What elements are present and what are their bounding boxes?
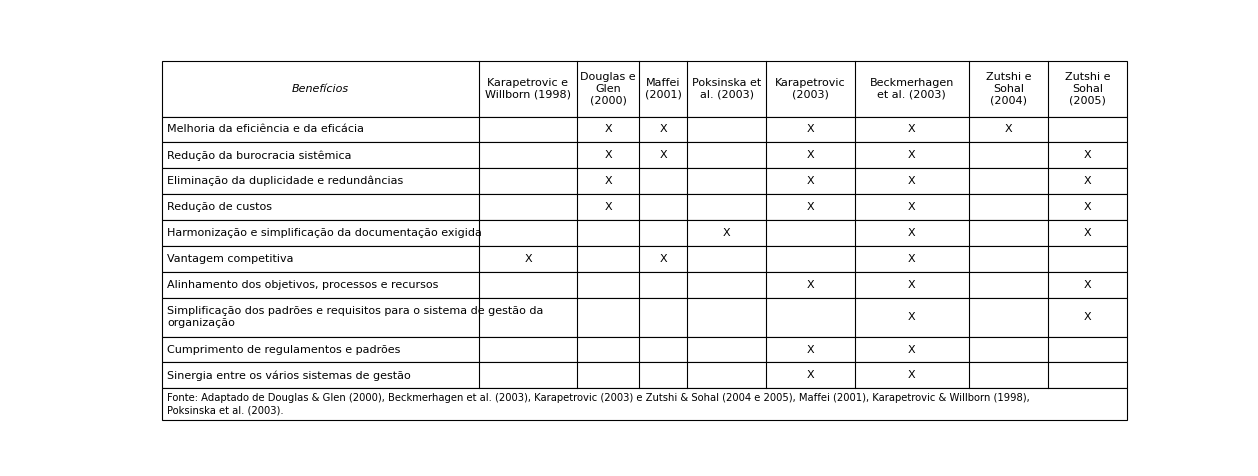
Bar	[162, 117, 1127, 142]
Text: X: X	[908, 345, 916, 355]
Text: X: X	[604, 150, 611, 160]
Text: X: X	[1084, 280, 1092, 290]
Bar	[162, 169, 1127, 194]
Text: X: X	[659, 254, 667, 264]
Text: X: X	[604, 176, 611, 186]
Text: X: X	[604, 124, 611, 134]
Text: Redução de custos: Redução de custos	[167, 202, 272, 212]
Text: X: X	[1084, 228, 1092, 238]
Text: Vantagem competitiva: Vantagem competitiva	[167, 254, 293, 264]
Text: X: X	[1084, 312, 1092, 322]
Text: X: X	[908, 370, 916, 380]
Text: Maffei
(2001): Maffei (2001)	[644, 78, 682, 99]
Text: X: X	[1084, 202, 1092, 212]
Bar	[162, 220, 1127, 246]
Text: X: X	[908, 280, 916, 290]
Text: X: X	[604, 202, 611, 212]
Text: Beckmerhagen
et al. (2003): Beckmerhagen et al. (2003)	[869, 78, 954, 99]
Text: Redução da burocracia sistêmica: Redução da burocracia sistêmica	[167, 150, 351, 160]
Text: X: X	[806, 280, 814, 290]
Text: X: X	[806, 202, 814, 212]
Bar	[162, 388, 1127, 420]
Text: Zutshi e
Sohal
(2004): Zutshi e Sohal (2004)	[986, 72, 1032, 106]
Text: Zutshi e
Sohal
(2005): Zutshi e Sohal (2005)	[1066, 72, 1111, 106]
Text: Karapetrovic e
Willborn (1998): Karapetrovic e Willborn (1998)	[486, 78, 571, 99]
Text: X: X	[806, 345, 814, 355]
Text: Sinergia entre os vários sistemas de gestão: Sinergia entre os vários sistemas de ges…	[167, 370, 411, 381]
Text: X: X	[908, 176, 916, 186]
Text: X: X	[806, 176, 814, 186]
Text: Douglas e
Glen
(2000): Douglas e Glen (2000)	[580, 72, 635, 106]
Text: X: X	[659, 150, 667, 160]
Text: Benefícios: Benefícios	[292, 84, 348, 94]
Text: Alinhamento dos objetivos, processos e recursos: Alinhamento dos objetivos, processos e r…	[167, 280, 438, 290]
Text: X: X	[1005, 124, 1013, 134]
Text: X: X	[1084, 150, 1092, 160]
Text: Cumprimento de regulamentos e padrões: Cumprimento de regulamentos e padrões	[167, 345, 400, 355]
Bar	[162, 298, 1127, 337]
Text: X: X	[525, 254, 532, 264]
Text: X: X	[908, 124, 916, 134]
Text: Melhoria da eficiência e da eficácia: Melhoria da eficiência e da eficácia	[167, 124, 364, 134]
Text: Simplificação dos padrões e requisitos para o sistema de gestão da
organização: Simplificação dos padrões e requisitos p…	[167, 307, 543, 328]
Text: X: X	[908, 202, 916, 212]
Bar	[162, 272, 1127, 298]
Bar	[162, 142, 1127, 169]
Text: Poksinska et
al. (2003): Poksinska et al. (2003)	[692, 78, 761, 99]
Bar	[162, 362, 1127, 388]
Text: X: X	[908, 228, 916, 238]
Text: X: X	[806, 150, 814, 160]
Bar	[162, 246, 1127, 272]
Text: Karapetrovic
(2003): Karapetrovic (2003)	[775, 78, 845, 99]
Bar	[162, 194, 1127, 220]
Text: Eliminação da duplicidade e redundâncias: Eliminação da duplicidade e redundâncias	[167, 176, 404, 187]
Bar	[162, 61, 1127, 117]
Text: X: X	[659, 124, 667, 134]
Text: Harmonização e simplificação da documentação exigida: Harmonização e simplificação da document…	[167, 228, 482, 238]
Text: X: X	[806, 124, 814, 134]
Text: X: X	[1084, 176, 1092, 186]
Text: X: X	[806, 370, 814, 380]
Text: X: X	[908, 150, 916, 160]
Text: X: X	[908, 254, 916, 264]
Text: X: X	[908, 312, 916, 322]
Bar	[162, 337, 1127, 362]
Text: Fonte: Adaptado de Douglas & Glen (2000), Beckmerhagen et al. (2003), Karapetrov: Fonte: Adaptado de Douglas & Glen (2000)…	[167, 393, 1030, 416]
Text: X: X	[723, 228, 731, 238]
